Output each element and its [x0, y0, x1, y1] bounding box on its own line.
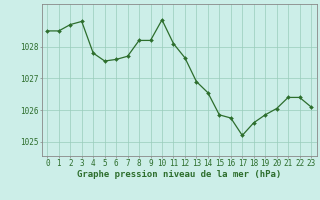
X-axis label: Graphe pression niveau de la mer (hPa): Graphe pression niveau de la mer (hPa)	[77, 170, 281, 179]
